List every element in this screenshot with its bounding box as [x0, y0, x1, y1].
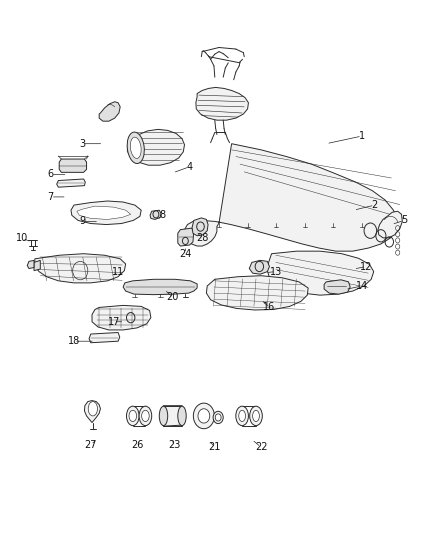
- Ellipse shape: [253, 410, 259, 422]
- Ellipse shape: [250, 406, 262, 426]
- Text: 5: 5: [401, 215, 407, 225]
- Polygon shape: [77, 206, 131, 220]
- Ellipse shape: [178, 406, 186, 426]
- Polygon shape: [92, 305, 151, 330]
- Text: 24: 24: [179, 249, 191, 259]
- Polygon shape: [123, 279, 197, 295]
- Text: 4: 4: [187, 161, 193, 172]
- Text: 14: 14: [356, 281, 368, 291]
- Ellipse shape: [236, 406, 248, 426]
- Ellipse shape: [139, 406, 152, 426]
- Text: 7: 7: [48, 192, 54, 202]
- Text: 9: 9: [79, 216, 85, 227]
- Ellipse shape: [239, 410, 245, 422]
- Polygon shape: [99, 102, 120, 121]
- Polygon shape: [59, 159, 87, 172]
- Polygon shape: [27, 260, 34, 269]
- Polygon shape: [127, 130, 184, 165]
- Circle shape: [213, 411, 223, 424]
- Text: 10: 10: [16, 233, 28, 244]
- Text: 20: 20: [166, 292, 179, 302]
- Text: 21: 21: [208, 442, 221, 452]
- Text: 6: 6: [48, 169, 54, 180]
- Polygon shape: [71, 201, 141, 224]
- Ellipse shape: [127, 132, 145, 164]
- Text: 11: 11: [112, 266, 124, 277]
- Text: 2: 2: [371, 200, 378, 210]
- Text: 28: 28: [196, 233, 208, 244]
- Text: 26: 26: [131, 440, 143, 449]
- Polygon shape: [206, 276, 308, 310]
- Ellipse shape: [127, 406, 139, 426]
- Circle shape: [198, 409, 210, 423]
- Polygon shape: [184, 144, 398, 251]
- Ellipse shape: [131, 137, 141, 158]
- Polygon shape: [34, 260, 40, 271]
- Text: 1: 1: [359, 131, 365, 141]
- Ellipse shape: [129, 410, 137, 422]
- Polygon shape: [267, 251, 374, 295]
- Polygon shape: [178, 228, 194, 246]
- Text: 18: 18: [68, 336, 80, 346]
- Polygon shape: [85, 401, 100, 423]
- Text: 16: 16: [263, 302, 276, 312]
- Polygon shape: [89, 333, 120, 343]
- Polygon shape: [249, 260, 269, 274]
- Polygon shape: [57, 179, 85, 187]
- Text: 3: 3: [79, 139, 85, 149]
- Text: 13: 13: [270, 266, 282, 277]
- Text: 17: 17: [108, 317, 120, 327]
- Ellipse shape: [159, 406, 168, 426]
- Polygon shape: [196, 87, 248, 120]
- Polygon shape: [378, 211, 403, 238]
- Polygon shape: [324, 280, 350, 294]
- Text: 23: 23: [169, 440, 181, 449]
- Polygon shape: [162, 406, 183, 426]
- Ellipse shape: [88, 401, 98, 416]
- Polygon shape: [150, 210, 161, 220]
- Circle shape: [193, 403, 214, 429]
- Polygon shape: [35, 254, 126, 283]
- Text: 8: 8: [159, 211, 165, 220]
- Ellipse shape: [141, 410, 149, 422]
- Text: 27: 27: [85, 440, 97, 449]
- Text: 22: 22: [255, 442, 267, 452]
- Text: 12: 12: [360, 262, 372, 271]
- Polygon shape: [192, 218, 208, 236]
- Circle shape: [215, 414, 221, 421]
